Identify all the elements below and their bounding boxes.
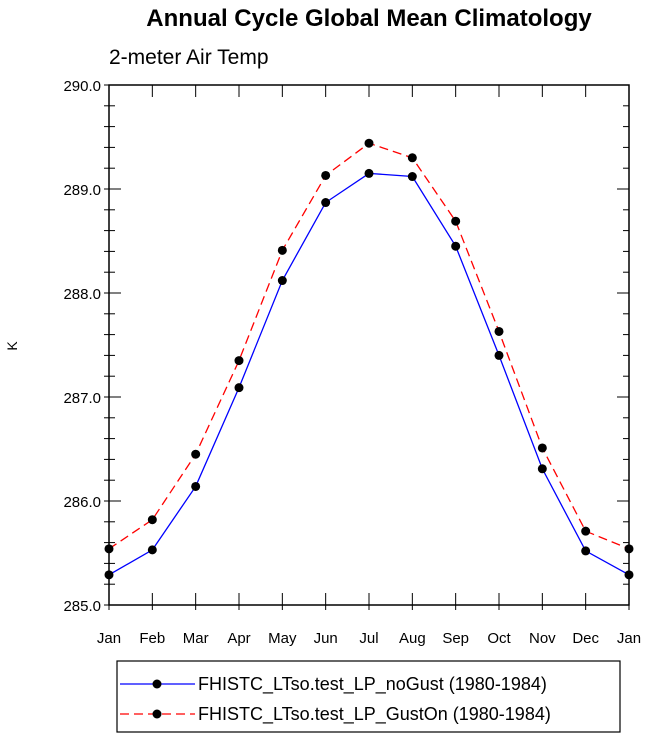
x-tick-label: Aug (399, 630, 426, 647)
legend: FHISTC_LTso.test_LP_noGust (1980-1984) FH… (116, 660, 621, 733)
data-point (537, 464, 547, 474)
data-point (147, 545, 157, 555)
y-tick-label: 290.0 (63, 78, 101, 95)
x-tick-label: Feb (139, 630, 165, 647)
chart-subtitle: 2-meter Air Temp (109, 46, 269, 69)
data-point (234, 356, 244, 366)
x-tick-label: Nov (529, 630, 556, 647)
x-tick-label: Jun (314, 630, 338, 647)
x-tick-label: May (268, 630, 297, 647)
y-tick-label: 288.0 (63, 286, 101, 303)
series-line-1 (108, 142, 630, 550)
data-point (191, 481, 201, 491)
plot-frame (108, 84, 630, 606)
x-tick-label: Apr (227, 630, 250, 647)
data-point (191, 449, 201, 459)
x-tick-labels: Jan Feb Mar Apr May Jun Jul Aug Sep Oct Nov Dec Jan (97, 630, 641, 647)
x-tick-label: Jul (359, 630, 378, 647)
data-point (451, 216, 461, 226)
data-point (321, 170, 331, 180)
data-point (407, 153, 417, 163)
axis-ticks (104, 84, 630, 610)
data-point (364, 138, 374, 148)
data-point (234, 383, 244, 393)
data-point (581, 526, 591, 536)
y-axis-label: K (4, 341, 20, 351)
data-point (581, 546, 591, 556)
data-point (277, 276, 287, 286)
legend-marker-0 (152, 679, 162, 689)
x-tick-label: Oct (487, 630, 511, 647)
x-tick-label: Jan (97, 630, 121, 647)
legend-items: FHISTC_LTso.test_LP_noGust (1980-1984) FH… (120, 674, 551, 725)
legend-marker-1 (152, 709, 162, 719)
y-tick-label: 287.0 (63, 390, 101, 407)
y-tick-label: 286.0 (63, 494, 101, 511)
x-tick-label: Dec (572, 630, 599, 647)
data-point (537, 443, 547, 453)
x-tick-label: Jan (617, 630, 641, 647)
data-point (451, 241, 461, 251)
data-point (277, 245, 287, 255)
data-point (321, 198, 331, 208)
chart-title: Annual Cycle Global Mean Climatology (146, 5, 592, 32)
y-tick-label: 285.0 (63, 598, 101, 615)
x-tick-label: Mar (183, 630, 209, 647)
y-tick-label: 289.0 (63, 182, 101, 199)
data-point (494, 350, 504, 360)
y-tick-labels: 285.0 286.0 287.0 288.0 289.0 290.0 (63, 78, 101, 615)
series-line-0 (108, 172, 630, 576)
legend-label-1: FHISTC_LTso.test_LP_GustOn (1980-1984) (198, 704, 551, 725)
data-point (407, 172, 417, 182)
series-layer (104, 138, 634, 580)
legend-box (116, 660, 621, 733)
x-tick-label: Sep (442, 630, 469, 647)
data-point (364, 168, 374, 178)
data-point (147, 515, 157, 525)
legend-label-0: FHISTC_LTso.test_LP_noGust (1980-1984) (198, 674, 547, 695)
data-point (494, 326, 504, 336)
